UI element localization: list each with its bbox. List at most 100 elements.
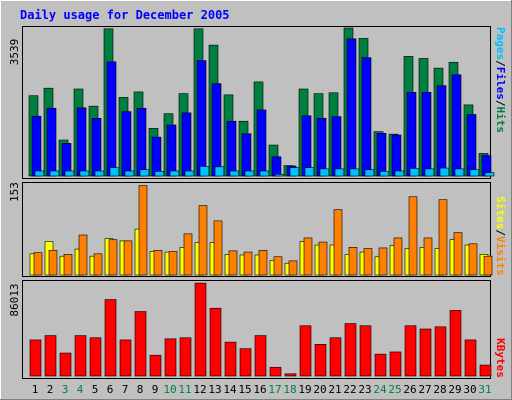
bar-kbytes-day-16 [254,335,267,377]
bar-pages-day-28 [439,167,450,177]
bar-pages-day-29 [454,168,465,177]
bar-visits-day-31 [483,255,493,276]
bar-pages-day-31 [484,172,495,177]
legend-visits: Visits [494,236,507,276]
legend-sep-1: / [494,60,507,67]
bars-layer [28,27,495,377]
bar-kbytes-day-28 [434,326,447,377]
bar-files-day-17 [271,156,282,177]
bar-visits-day-11 [183,233,193,276]
bar-kbytes-day-25 [389,351,402,377]
legend-pages: Pages [494,27,507,60]
bar-files-day-5 [91,117,102,177]
bar-pages-day-19 [304,167,315,177]
bar-visits-day-19 [303,237,313,276]
bar-visits-day-4 [78,234,88,276]
day-label-23: 23 [358,383,371,396]
bar-pages-day-24 [379,171,390,177]
bar-visits-day-26 [408,196,418,276]
bar-pages-day-21 [334,168,345,177]
bar-pages-day-26 [409,168,420,177]
bar-kbytes-day-18 [284,373,297,377]
chart-title: Daily usage for December 2005 [20,8,230,22]
bar-pages-day-27 [424,168,435,177]
bar-pages-day-6 [109,167,120,177]
bar-visits-day-16 [258,249,268,276]
day-label-10: 10 [163,383,176,396]
day-label-21: 21 [328,383,341,396]
day-label-8: 8 [137,383,144,396]
bar-visits-day-3 [63,254,73,276]
day-label-13: 13 [208,383,221,396]
bar-kbytes-day-23 [359,325,372,377]
bar-pages-day-16 [259,170,270,177]
bar-files-day-25 [391,134,402,177]
bar-kbytes-day-31 [479,364,492,377]
legend-sep-3: / [494,229,507,236]
bar-visits-day-7 [123,240,133,276]
bar-kbytes-day-30 [464,339,477,377]
bar-visits-day-6 [108,239,118,276]
bar-files-day-30 [466,114,477,177]
day-label-5: 5 [92,383,99,396]
bar-pages-day-10 [169,170,180,177]
bar-files-day-12 [196,60,207,177]
bar-kbytes-day-6 [104,299,117,377]
day-label-7: 7 [122,383,129,396]
bar-kbytes-day-11 [179,337,192,377]
bar-pages-day-22 [349,168,360,177]
bar-kbytes-day-20 [314,344,327,377]
legend-files: Files [494,67,507,100]
bar-visits-day-22 [348,247,358,276]
panel-bottom-box [22,280,491,379]
bar-pages-day-11 [184,170,195,177]
bar-pages-day-5 [94,170,105,177]
day-label-3: 3 [62,383,69,396]
legend-top: Pages/Files/Hits [494,27,507,133]
bar-pages-day-15 [244,170,255,177]
bar-visits-day-25 [393,237,403,276]
legend-hits: Hits [494,107,507,134]
bar-kbytes-day-12 [194,282,207,377]
bar-files-day-10 [166,124,177,177]
bar-pages-day-14 [229,170,240,177]
panel-top-max-label: 3539 [8,39,21,66]
bar-pages-day-18 [289,167,300,177]
bar-files-day-16 [256,109,267,177]
day-label-14: 14 [223,383,237,396]
bar-pages-day-3 [64,170,75,177]
bar-pages-day-8 [139,169,150,177]
bar-kbytes-day-7 [119,339,132,377]
legend-bottom: KBytes [494,338,507,378]
day-label-2: 2 [47,383,54,396]
bar-visits-day-13 [213,220,223,276]
bar-pages-day-13 [214,166,225,177]
bar-files-day-15 [241,133,252,177]
bar-kbytes-day-14 [224,341,237,377]
bar-pages-day-7 [124,170,135,177]
bar-kbytes-day-17 [269,366,282,377]
bar-visits-day-29 [453,232,463,276]
bar-files-day-26 [406,92,417,177]
bar-kbytes-day-8 [134,311,147,377]
bar-files-day-1 [31,115,42,177]
bar-files-day-6 [106,61,117,177]
bar-visits-day-15 [243,251,253,276]
bar-pages-day-25 [394,170,405,177]
day-labels-layer: 1 2 3 4 5 6 7 8 9 10 11 12 13 14 15 16 17 18 19 20 21 22 23 24 2… [32,383,492,396]
bar-files-day-22 [346,38,357,177]
bar-files-day-19 [301,115,312,177]
bar-kbytes-day-4 [74,335,87,377]
day-label-11: 11 [178,383,191,396]
day-label-22: 22 [343,383,356,396]
bar-kbytes-day-21 [329,337,342,377]
bar-kbytes-day-19 [299,325,312,377]
bar-pages-day-2 [49,170,60,177]
bar-kbytes-day-1 [29,339,42,377]
bar-pages-day-20 [319,168,330,177]
bar-files-day-29 [451,74,462,177]
legend-middle: Sites/Visits [494,196,507,276]
bar-pages-day-23 [364,169,375,177]
day-label-17: 17 [268,383,281,396]
